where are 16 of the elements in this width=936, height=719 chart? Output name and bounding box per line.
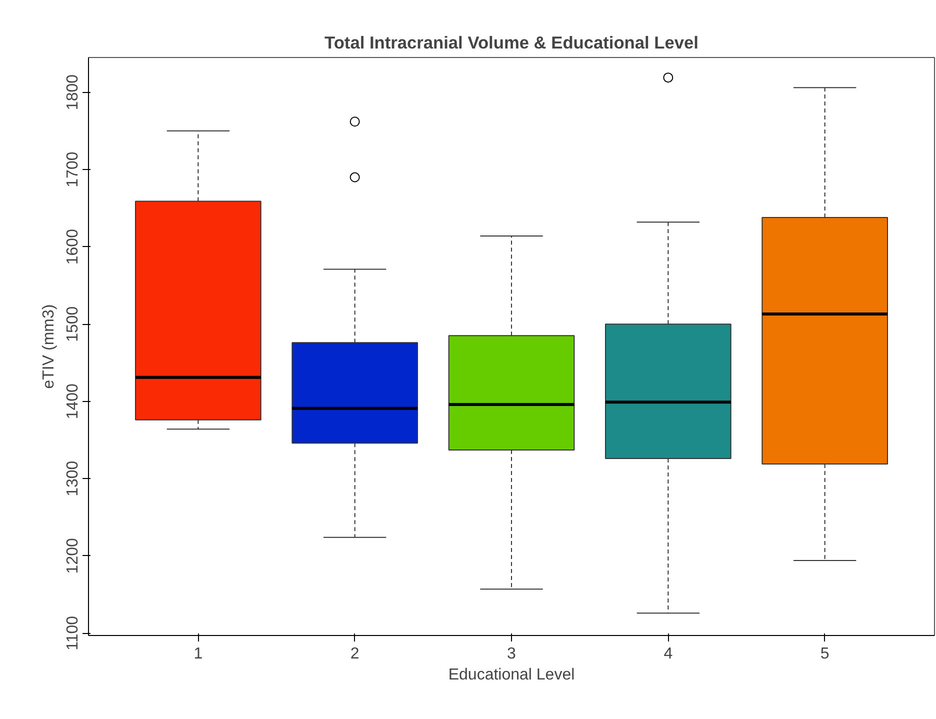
y-tick-label: 1800: [64, 74, 82, 110]
x-tick-label: 3: [507, 646, 516, 662]
y-tick-label: 1500: [64, 306, 82, 342]
x-tick-label: 4: [664, 646, 673, 662]
x-axis-title: Educational Level: [448, 666, 575, 684]
y-tick-label: 1400: [64, 383, 82, 420]
y-tick-label: 1300: [64, 460, 82, 496]
x-tick-label: 5: [820, 646, 830, 662]
x-tick-label: 1: [194, 646, 203, 662]
y-tick-label: 1700: [64, 152, 82, 188]
y-axis-title: eTIV (mm3): [40, 304, 58, 389]
y-tick-label: 1100: [64, 616, 82, 650]
x-tick-label: 2: [350, 646, 360, 662]
chart-title: Total Intracranial Volume & Educational Level: [324, 32, 698, 52]
y-tick-label: 1600: [64, 228, 82, 265]
y-tick-label: 1200: [64, 538, 82, 574]
